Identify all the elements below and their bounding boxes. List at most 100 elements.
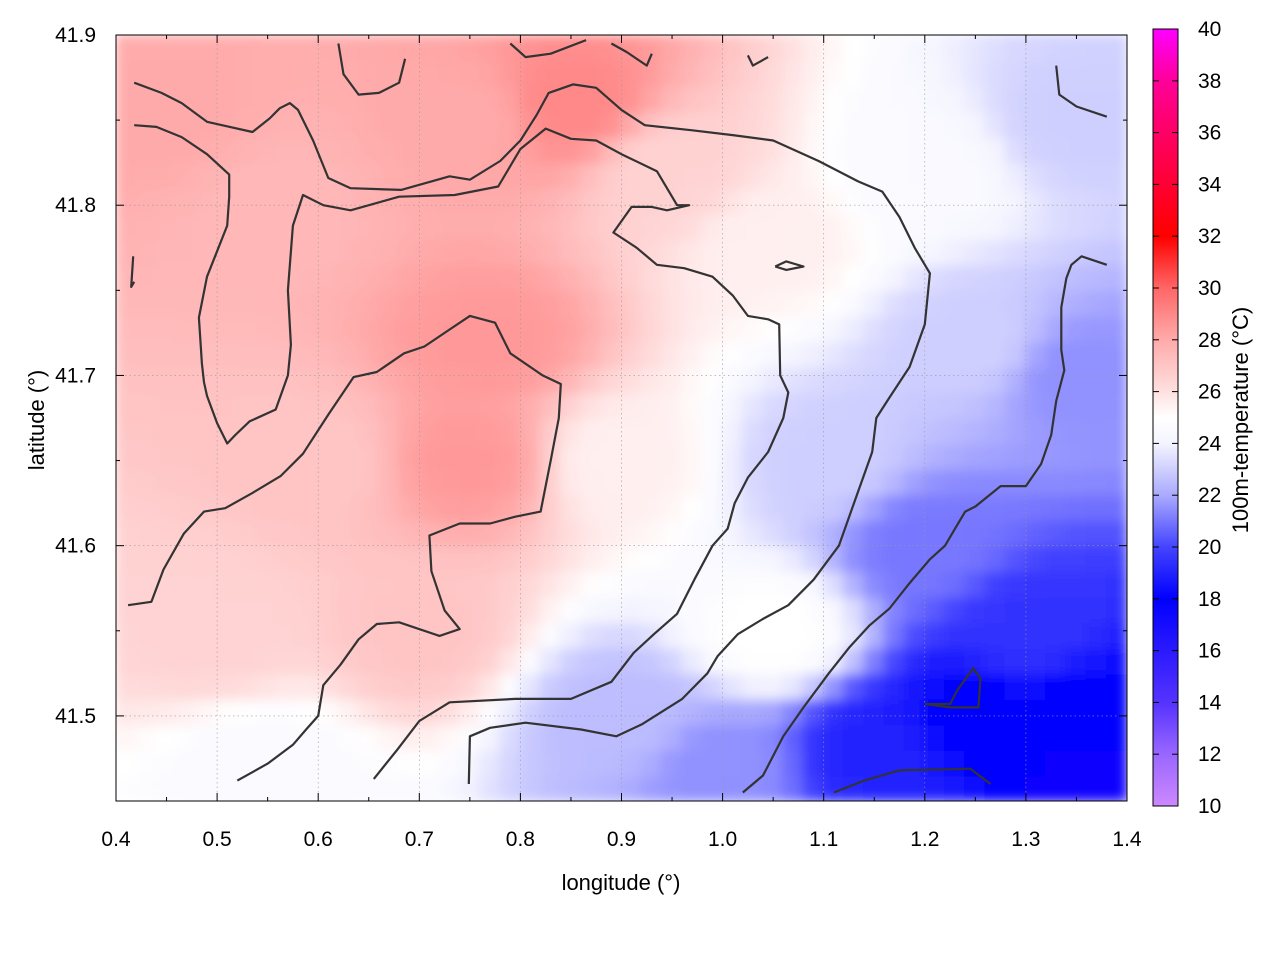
- heatmap-cell: [337, 212, 360, 241]
- heatmap-cell: [135, 212, 158, 241]
- heatmap-cell: [1065, 85, 1088, 113]
- heatmap-cell: [216, 187, 239, 215]
- heatmap-cell: [418, 621, 441, 649]
- heatmap-cell: [398, 570, 421, 598]
- heatmap-cell: [519, 646, 542, 675]
- heatmap-cell: [296, 544, 320, 573]
- heatmap-cell: [195, 314, 219, 343]
- heatmap-cell: [964, 314, 987, 343]
- heatmap-cell: [944, 493, 967, 522]
- heatmap-cell: [519, 493, 542, 522]
- heatmap-cell: [883, 238, 906, 266]
- heatmap-cell: [741, 289, 765, 317]
- heatmap-cell: [923, 35, 947, 62]
- heatmap-cell: [377, 646, 401, 675]
- heatmap-cell: [1004, 748, 1027, 777]
- heatmap-cell: [802, 774, 825, 801]
- heatmap-cell: [620, 391, 643, 419]
- heatmap-cell: [519, 340, 542, 368]
- heatmap-cell: [964, 340, 987, 368]
- heatmap-cell: [782, 314, 805, 343]
- heatmap-cell: [116, 263, 138, 292]
- heatmap-cell: [1105, 289, 1127, 317]
- heatmap-cell: [782, 570, 805, 598]
- heatmap-cell: [418, 774, 441, 801]
- heatmap-cell: [116, 35, 138, 62]
- heatmap-cell: [822, 263, 845, 292]
- heatmap-cell: [762, 672, 785, 700]
- heatmap-cell: [1085, 774, 1108, 801]
- heatmap-cell: [499, 774, 522, 801]
- heatmap-cell: [357, 59, 380, 88]
- heatmap-cell: [741, 161, 765, 190]
- heatmap-cell: [640, 110, 663, 139]
- heatmap-cell: [903, 493, 926, 522]
- heatmap-cell: [863, 672, 886, 700]
- heatmap-cell: [398, 35, 421, 62]
- heatmap-cell: [1105, 35, 1127, 62]
- heatmap-cell: [721, 212, 744, 241]
- heatmap-cell: [478, 697, 502, 726]
- heatmap-cell: [964, 136, 987, 164]
- heatmap-cell: [1045, 697, 1068, 726]
- heatmap-cell: [195, 672, 219, 700]
- heatmap-cell: [944, 672, 967, 700]
- heatmap-cell: [883, 544, 906, 573]
- heatmap-cell: [842, 595, 866, 624]
- heatmap-cell: [317, 212, 340, 241]
- heatmap-cell: [236, 238, 259, 266]
- heatmap-cell: [762, 212, 785, 241]
- heatmap-cell: [762, 723, 785, 751]
- heatmap-cell: [660, 646, 684, 675]
- heatmap-cell: [701, 723, 724, 751]
- heatmap-cell: [1024, 161, 1048, 190]
- heatmap-cell: [1045, 544, 1068, 573]
- heatmap-cell: [135, 391, 158, 419]
- heatmap-cell: [357, 442, 380, 471]
- heatmap-cell: [357, 365, 380, 394]
- heatmap-cell: [398, 697, 421, 726]
- heatmap-cell: [499, 85, 522, 113]
- heatmap-cell: [923, 365, 947, 394]
- heatmap-cell: [398, 391, 421, 419]
- heatmap-cell: [984, 314, 1007, 343]
- heatmap-cell: [559, 365, 583, 394]
- heatmap-cell: [741, 110, 765, 139]
- heatmap-cell: [216, 519, 239, 547]
- heatmap-cell: [1065, 417, 1088, 445]
- heatmap-cell: [256, 136, 279, 164]
- heatmap-cell: [923, 187, 947, 215]
- heatmap-cell: [135, 417, 158, 445]
- heatmap-cell: [195, 442, 219, 471]
- heatmap-cell: [802, 314, 825, 343]
- heatmap-cell: [216, 723, 239, 751]
- heatmap-cell: [681, 161, 704, 190]
- heatmap-cell: [822, 340, 845, 368]
- heatmap-cell: [296, 417, 320, 445]
- heatmap-cell: [1085, 110, 1108, 139]
- heatmap-cell: [1085, 646, 1108, 675]
- heatmap-cell: [458, 595, 481, 624]
- heatmap-cell: [418, 748, 441, 777]
- heatmap-cell: [216, 35, 239, 62]
- heatmap-cell: [681, 417, 704, 445]
- heatmap-cell: [478, 417, 502, 445]
- heatmap-cell: [256, 314, 279, 343]
- heatmap-cell: [802, 365, 825, 394]
- heatmap-cell: [438, 621, 461, 649]
- heatmap-cell: [499, 493, 522, 522]
- heatmap-cell: [236, 570, 259, 598]
- heatmap-cell: [458, 110, 481, 139]
- heatmap-cell: [377, 493, 401, 522]
- heatmap-cell: [640, 774, 663, 801]
- heatmap-cell: [418, 340, 441, 368]
- colorbar-tick-label: 10: [1198, 795, 1221, 818]
- heatmap-cell: [620, 697, 643, 726]
- heatmap-cell: [1085, 493, 1108, 522]
- heatmap-cell: [1024, 289, 1048, 317]
- heatmap-cell: [762, 391, 785, 419]
- heatmap-cell: [236, 391, 259, 419]
- heatmap-cell: [782, 697, 805, 726]
- heatmap-cell: [175, 774, 198, 801]
- heatmap-cell: [135, 85, 158, 113]
